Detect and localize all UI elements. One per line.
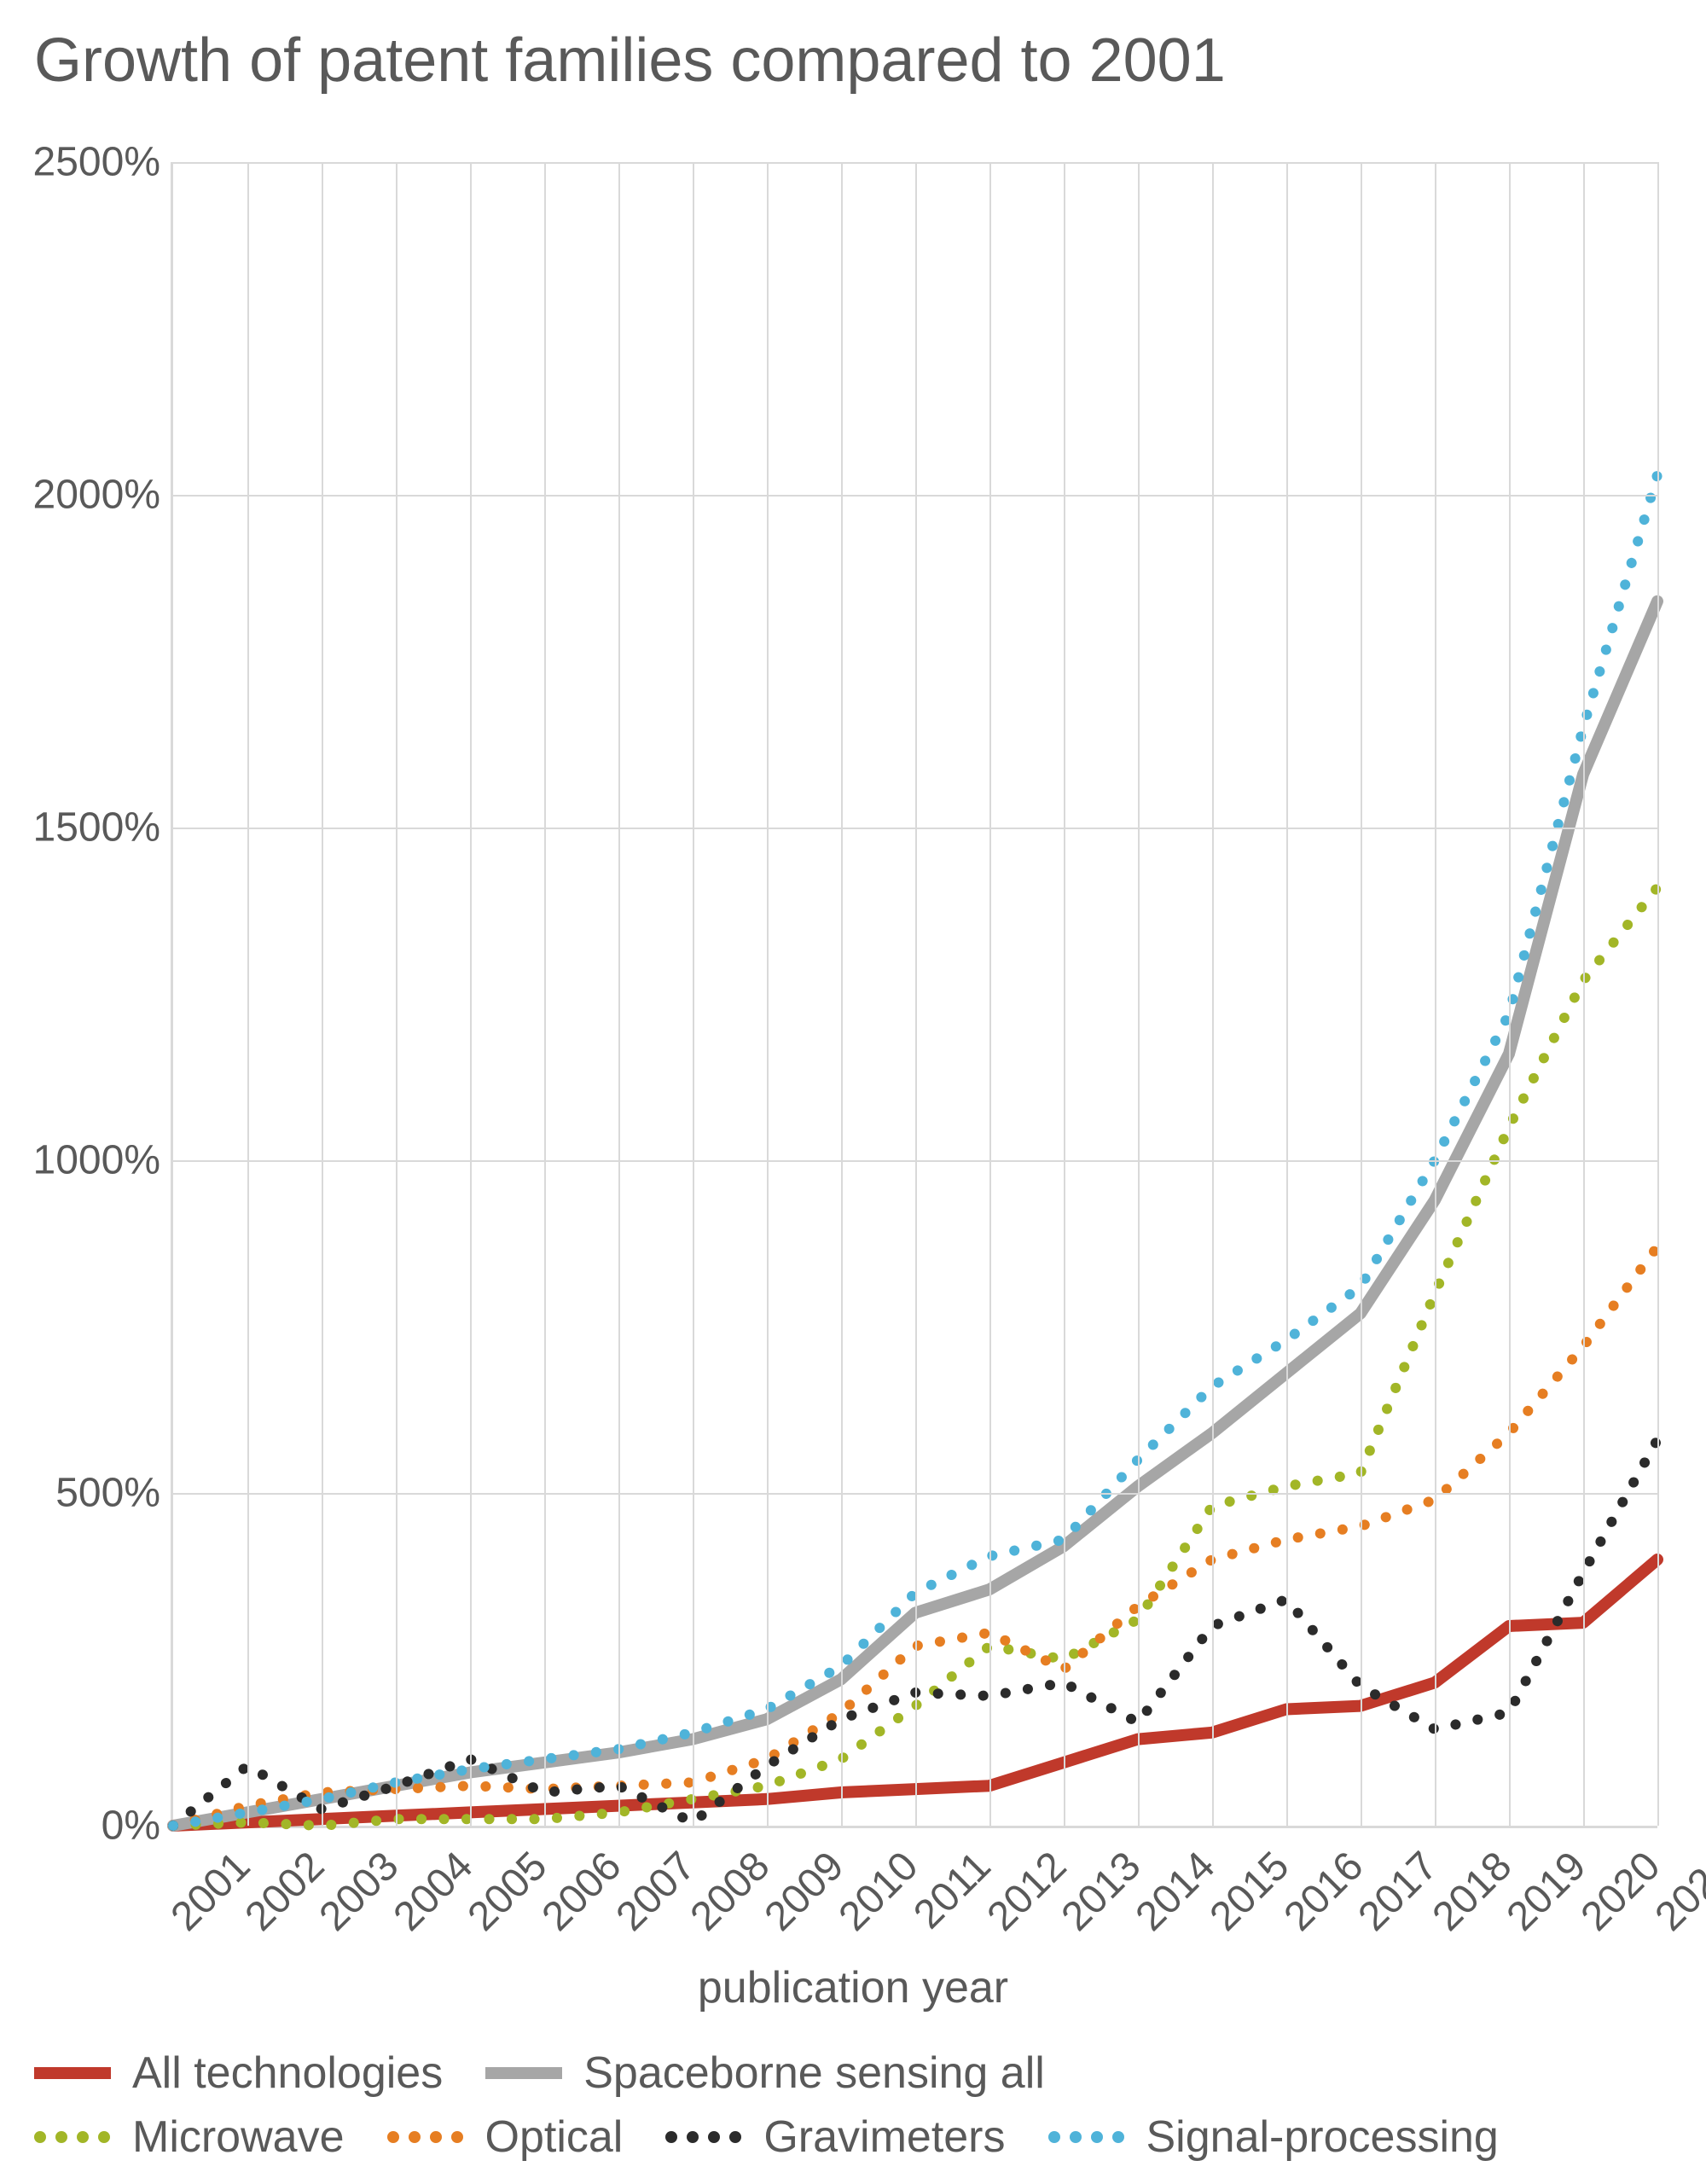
legend-label: All technologies (132, 2048, 443, 2099)
y-tick-label: 1000% (7, 1137, 160, 1184)
x-tick-label: 2003 (310, 1843, 408, 1940)
x-tick-label: 2014 (1127, 1843, 1224, 1940)
gridline-v (1286, 162, 1288, 1826)
chart-container: Growth of patent families compared to 20… (0, 0, 1706, 2184)
gridline-v (1657, 162, 1659, 1826)
gridline-v (1583, 162, 1585, 1826)
y-tick-label: 500% (7, 1470, 160, 1517)
legend-item: Gravimeters (665, 2111, 1005, 2163)
gridline-v (693, 162, 694, 1826)
legend-item: All technologies (34, 2048, 443, 2099)
legend-swatch (485, 2067, 562, 2079)
x-tick-label: 2017 (1349, 1843, 1447, 1940)
gridline-v (247, 162, 249, 1826)
x-tick-label: 2005 (459, 1843, 556, 1940)
x-tick-label: 2001 (162, 1843, 259, 1940)
x-tick-label: 2018 (1424, 1843, 1521, 1940)
legend-item: Signal-processing (1048, 2111, 1499, 2163)
y-tick-label: 1500% (7, 804, 160, 851)
legend: All technologies Spaceborne sensing all M… (34, 2048, 1541, 2175)
plot-area (171, 162, 1657, 1828)
x-tick-label: 2002 (236, 1843, 334, 1940)
gridline-v (544, 162, 546, 1826)
gridline-v (1212, 162, 1214, 1826)
legend-label: Gravimeters (763, 2111, 1005, 2163)
x-tick-label: 2016 (1275, 1843, 1372, 1940)
gridline-v (322, 162, 323, 1826)
legend-row-1: All technologies Spaceborne sensing all (34, 2048, 1541, 2103)
legend-swatch (34, 2131, 111, 2144)
y-tick-label: 0% (7, 1803, 160, 1850)
x-tick-label: 2010 (830, 1843, 927, 1940)
y-tick-label: 2000% (7, 472, 160, 519)
x-tick-label: 2004 (385, 1843, 482, 1940)
legend-item: Microwave (34, 2111, 345, 2163)
x-tick-label: 2011 (905, 1843, 1001, 1938)
legend-item: Spaceborne sensing all (485, 2048, 1045, 2099)
chart-title: Growth of patent families compared to 20… (34, 26, 1226, 96)
gridline-v (1361, 162, 1362, 1826)
x-tick-label: 2020 (1572, 1843, 1669, 1940)
gridline-v (915, 162, 917, 1826)
legend-label: Signal-processing (1146, 2111, 1499, 2163)
x-tick-label: 2009 (756, 1843, 853, 1940)
legend-swatch (387, 2131, 464, 2144)
legend-swatch (34, 2067, 111, 2079)
gridline-v (618, 162, 620, 1826)
legend-row-2: Microwave Optical Gravimeters Signal-proces… (34, 2111, 1541, 2167)
gridline-v (767, 162, 769, 1826)
legend-item: Optical (387, 2111, 624, 2163)
legend-label: Microwave (132, 2111, 345, 2163)
legend-label: Spaceborne sensing all (583, 2048, 1045, 2099)
legend-swatch (1048, 2131, 1125, 2144)
x-axis-label: publication year (0, 1962, 1706, 2013)
gridline-v (1435, 162, 1436, 1826)
gridline-v (396, 162, 397, 1826)
gridline-v (1138, 162, 1140, 1826)
y-tick-label: 2500% (7, 139, 160, 186)
legend-swatch (665, 2131, 742, 2144)
gridline-v (1509, 162, 1511, 1826)
x-tick-label: 2008 (682, 1843, 779, 1940)
x-tick-label: 2019 (1498, 1843, 1595, 1940)
gridline-v (841, 162, 843, 1826)
x-tick-label: 2006 (533, 1843, 630, 1940)
x-tick-label: 2015 (1201, 1843, 1298, 1940)
x-tick-label: 2013 (1053, 1843, 1150, 1940)
x-tick-label: 2012 (978, 1843, 1076, 1940)
gridline-v (1064, 162, 1065, 1826)
x-tick-label: 2007 (607, 1843, 705, 1940)
x-tick-label: 2021 (1646, 1843, 1706, 1940)
gridline-v (989, 162, 991, 1826)
gridline-v (470, 162, 472, 1826)
legend-label: Optical (485, 2111, 624, 2163)
